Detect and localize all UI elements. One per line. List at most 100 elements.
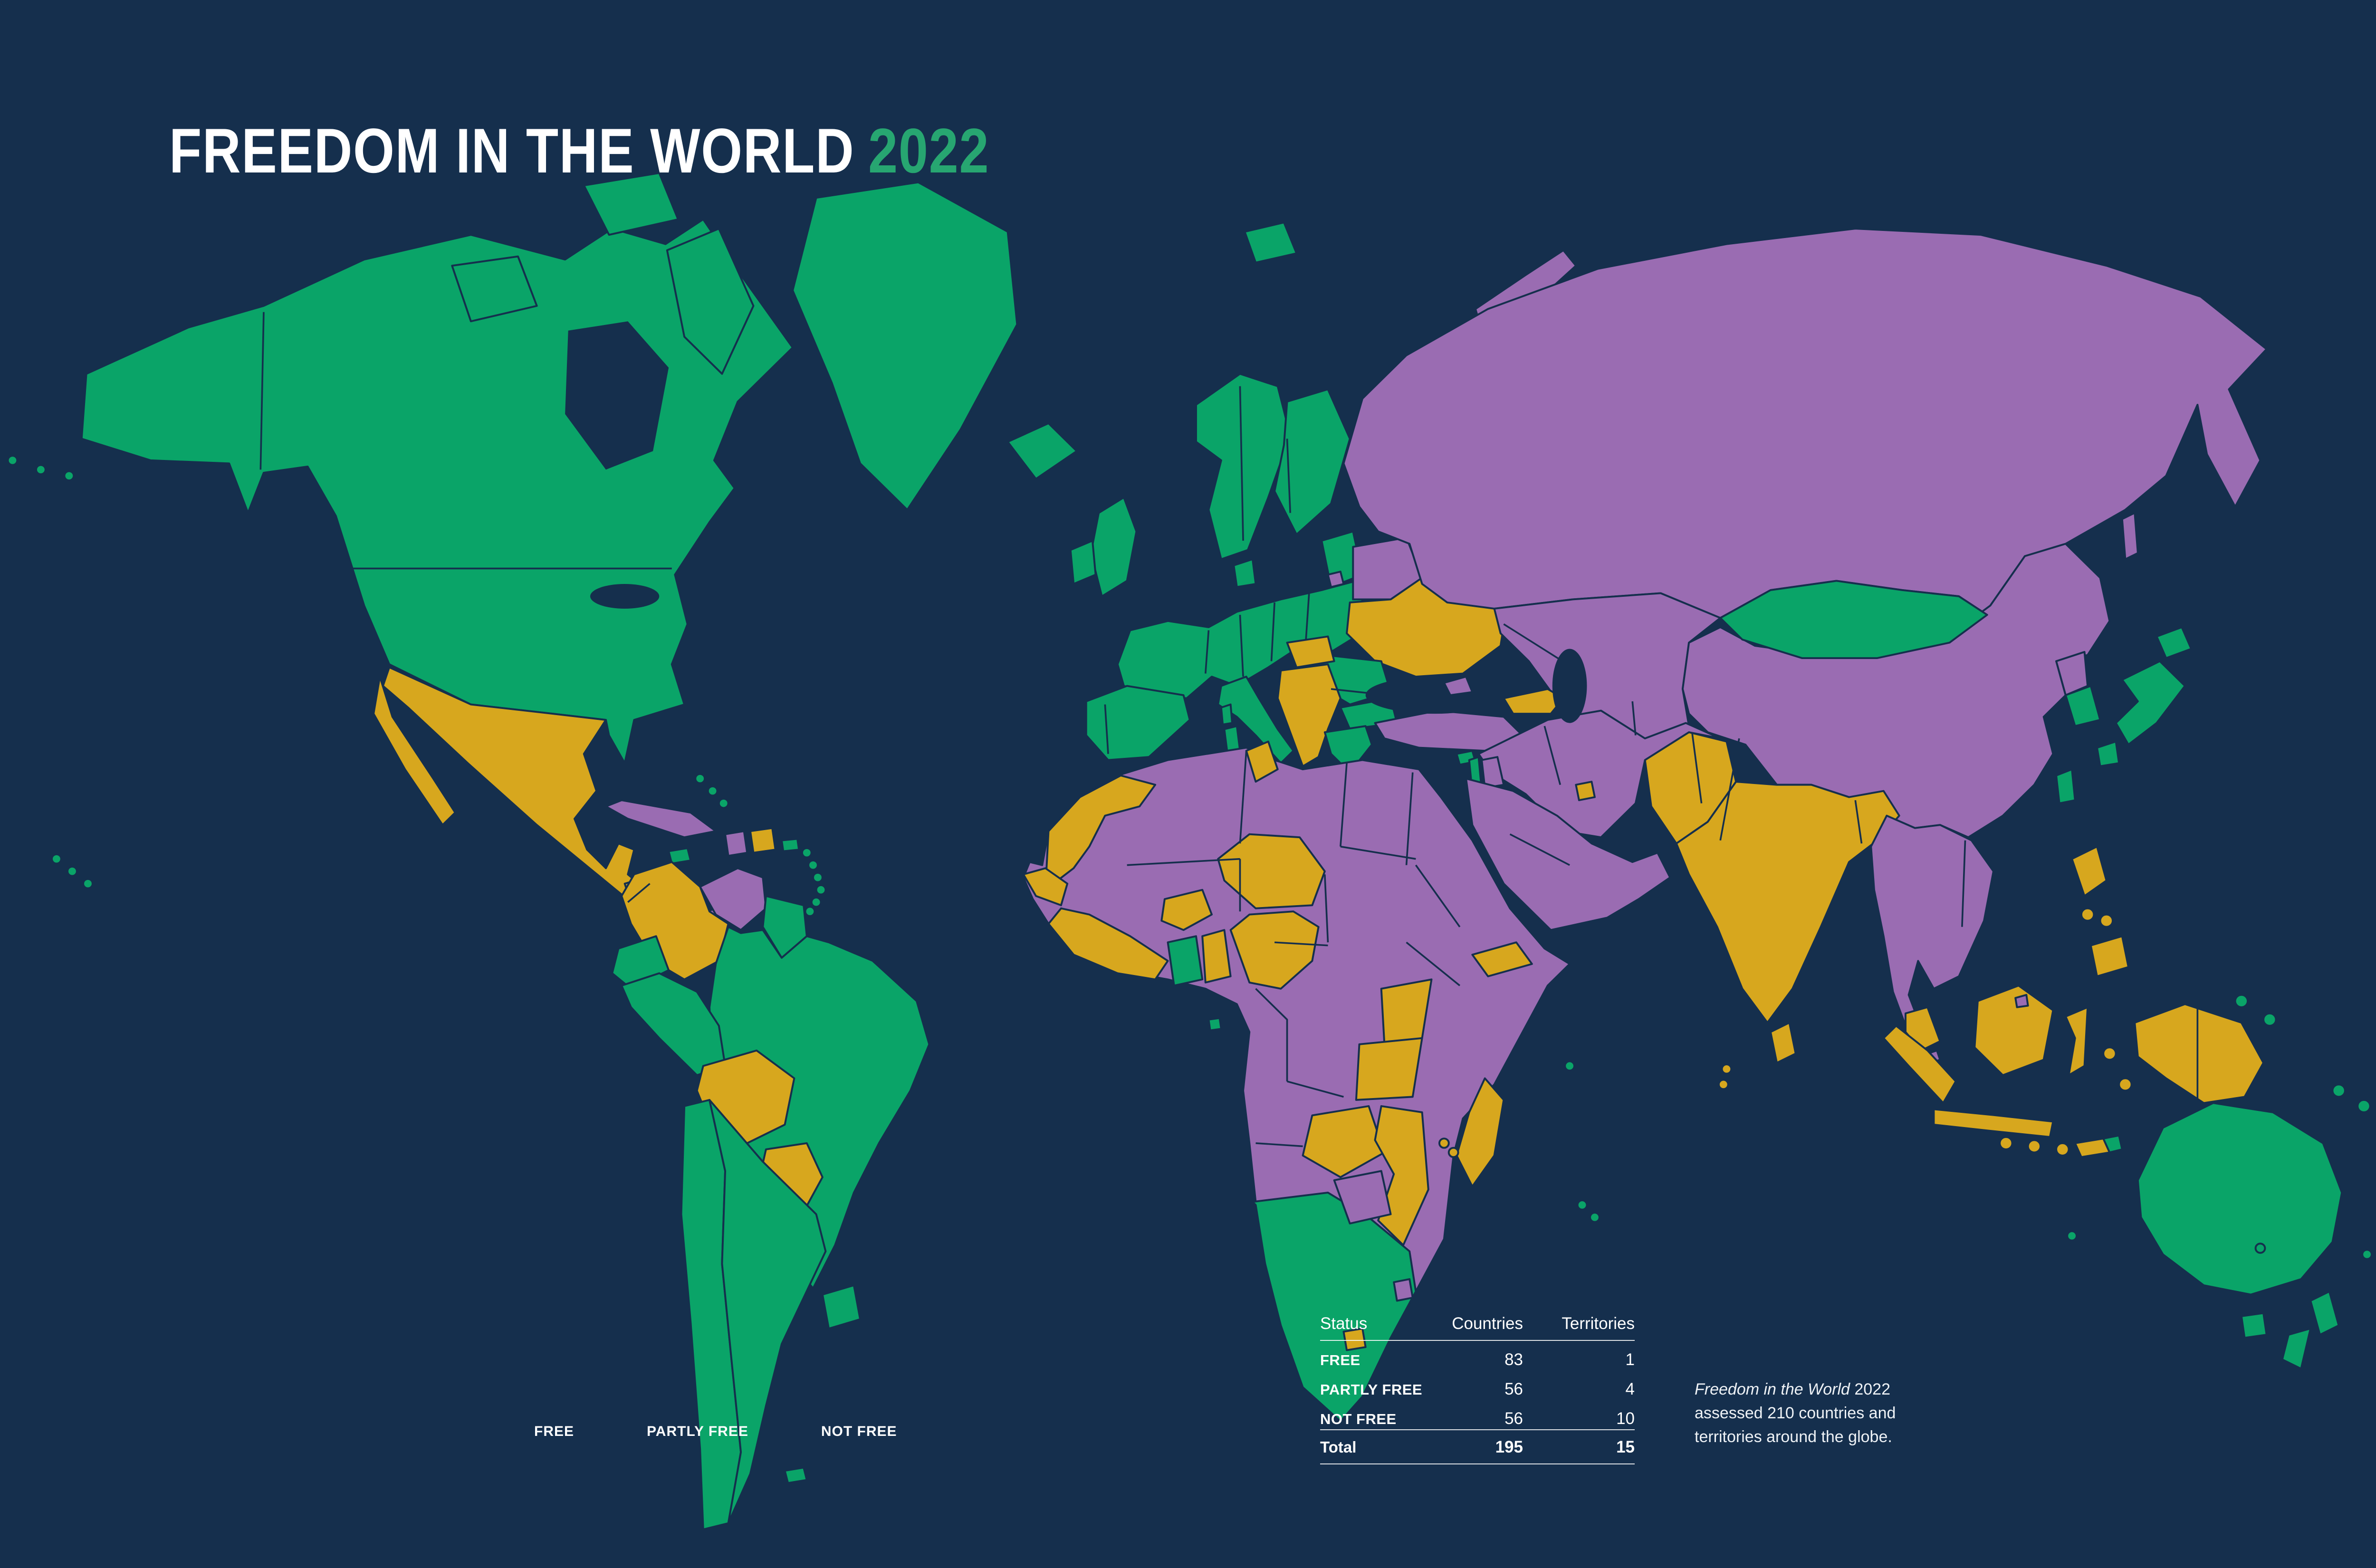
table-row-total: Total 195 15 — [1320, 1430, 1635, 1463]
row-territories: 10 — [1616, 1409, 1635, 1428]
region-lesser-sunda — [1999, 1136, 2070, 1157]
row-label: PARTLY FREE — [1320, 1381, 1423, 1398]
region-tasmania — [2240, 1312, 2268, 1339]
region-tunisia — [1245, 740, 1279, 783]
region-jordan — [1481, 756, 1505, 789]
region-niger — [1217, 833, 1326, 909]
region-uruguay — [821, 1284, 862, 1330]
map-legend: FREE PARTLY FREE NOT FREE — [502, 1420, 897, 1443]
region-comoros — [1438, 1138, 1459, 1158]
region-mongolia — [1719, 580, 1988, 659]
caspian-sea — [1552, 649, 1587, 723]
region-cuba — [605, 799, 717, 839]
region-senegal-gambia — [1022, 867, 1069, 907]
region-svalbard — [1244, 221, 1298, 264]
note-report-year: 2022 — [1849, 1380, 1890, 1398]
total-countries: 195 — [1495, 1438, 1523, 1456]
region-sakhalin — [2121, 512, 2139, 560]
region-sulawesi — [2064, 1006, 2089, 1076]
region-jamaica — [668, 847, 692, 865]
region-russia — [1342, 228, 2268, 619]
region-ghana — [1167, 935, 1204, 987]
region-maldives — [1717, 1063, 1733, 1090]
region-crimea — [1443, 676, 1474, 697]
region-timor-leste — [2102, 1134, 2123, 1154]
region-argentina — [709, 1099, 827, 1524]
region-zimbabwe — [1333, 1170, 1392, 1224]
region-burkina-faso — [1160, 889, 1213, 931]
region-ireland — [1069, 539, 1097, 585]
region-lesotho — [1342, 1328, 1367, 1351]
region-borneo — [1974, 985, 2054, 1076]
legend-label-not-free: NOT FREE — [821, 1423, 897, 1439]
partly-free-swatch — [615, 1420, 638, 1443]
region-balkans — [1276, 663, 1341, 767]
region-arctic-islands — [451, 172, 755, 375]
region-baja-california — [373, 676, 456, 826]
region-eswatini — [1393, 1278, 1414, 1302]
region-iberia — [1085, 685, 1191, 761]
region-finland — [1274, 388, 1351, 535]
region-greenland — [792, 181, 1018, 511]
table-row-free: FREE 83 1 — [1320, 1341, 1635, 1370]
region-moluccas — [2102, 1046, 2133, 1092]
region-norway-sweden — [1195, 373, 1292, 560]
row-countries: 56 — [1504, 1380, 1523, 1398]
region-bahamas — [694, 773, 729, 809]
not-free-swatch — [789, 1420, 813, 1443]
region-united-kingdom — [1090, 496, 1138, 597]
row-label: FREE — [1320, 1352, 1360, 1368]
region-pacific-islands — [2066, 994, 2373, 1260]
region-puerto-rico — [780, 838, 800, 852]
region-india — [1675, 781, 1900, 1024]
summary-table: Status Countries Territories FREE 83 1 P… — [1320, 1314, 1635, 1464]
region-mainland-southeast-asia — [1870, 814, 1994, 1027]
region-sao-tome — [1207, 1017, 1222, 1032]
legend-label-partly-free: PARTLY FREE — [647, 1423, 748, 1439]
region-somaliland — [1471, 941, 1533, 977]
hudson-bay — [565, 321, 669, 470]
header-territories: Territories — [1562, 1314, 1635, 1333]
country-borders — [259, 312, 2199, 1147]
note-report-name: Freedom in the World — [1695, 1380, 1850, 1398]
region-sri-lanka — [1769, 1022, 1797, 1064]
table-rule — [1320, 1463, 1635, 1464]
region-mauritius — [1576, 1199, 1600, 1223]
region-taiwan — [2055, 768, 2076, 804]
header-countries: Countries — [1452, 1314, 1523, 1333]
region-sierra-leone-liberia — [1047, 907, 1169, 981]
region-tanzania — [1355, 1037, 1423, 1101]
total-territories: 15 — [1616, 1438, 1635, 1456]
region-japan — [2096, 626, 2193, 767]
page-title: FREEDOM IN THE WORLD 2022 — [169, 115, 989, 187]
region-iceland — [1006, 422, 1078, 480]
table-header-row: Status Countries Territories — [1320, 1314, 1635, 1340]
assessment-note: Freedom in the World 2022 assessed 210 c… — [1695, 1378, 1909, 1449]
table-rule — [1320, 1429, 1635, 1430]
table-rule — [1320, 1340, 1635, 1341]
row-countries: 56 — [1504, 1409, 1523, 1428]
region-arabian-peninsula — [1465, 777, 1671, 931]
total-label: Total — [1320, 1438, 1357, 1456]
region-dominican-republic — [749, 827, 776, 854]
region-denmark — [1233, 558, 1257, 588]
region-south-korea — [2064, 685, 2101, 727]
region-lesser-antilles — [801, 847, 827, 917]
header-status: Status — [1320, 1314, 1368, 1333]
title-year: 2022 — [868, 116, 990, 186]
legend-label-free: FREE — [534, 1423, 575, 1439]
table-row-partly-free: PARTLY FREE 56 4 — [1320, 1370, 1635, 1400]
region-mexico — [382, 666, 648, 903]
region-hungary — [1286, 635, 1335, 669]
region-morocco-western-sahara — [1044, 774, 1157, 891]
region-australia — [2136, 1102, 2343, 1296]
region-peru — [621, 972, 727, 1076]
table-row-not-free: NOT FREE 56 10 — [1320, 1400, 1635, 1429]
region-aleutian-islands — [7, 455, 75, 482]
legend-item-not-free: NOT FREE — [789, 1420, 897, 1443]
region-new-guinea — [2134, 1003, 2265, 1104]
region-greece — [1323, 725, 1373, 774]
great-lakes — [590, 583, 660, 609]
